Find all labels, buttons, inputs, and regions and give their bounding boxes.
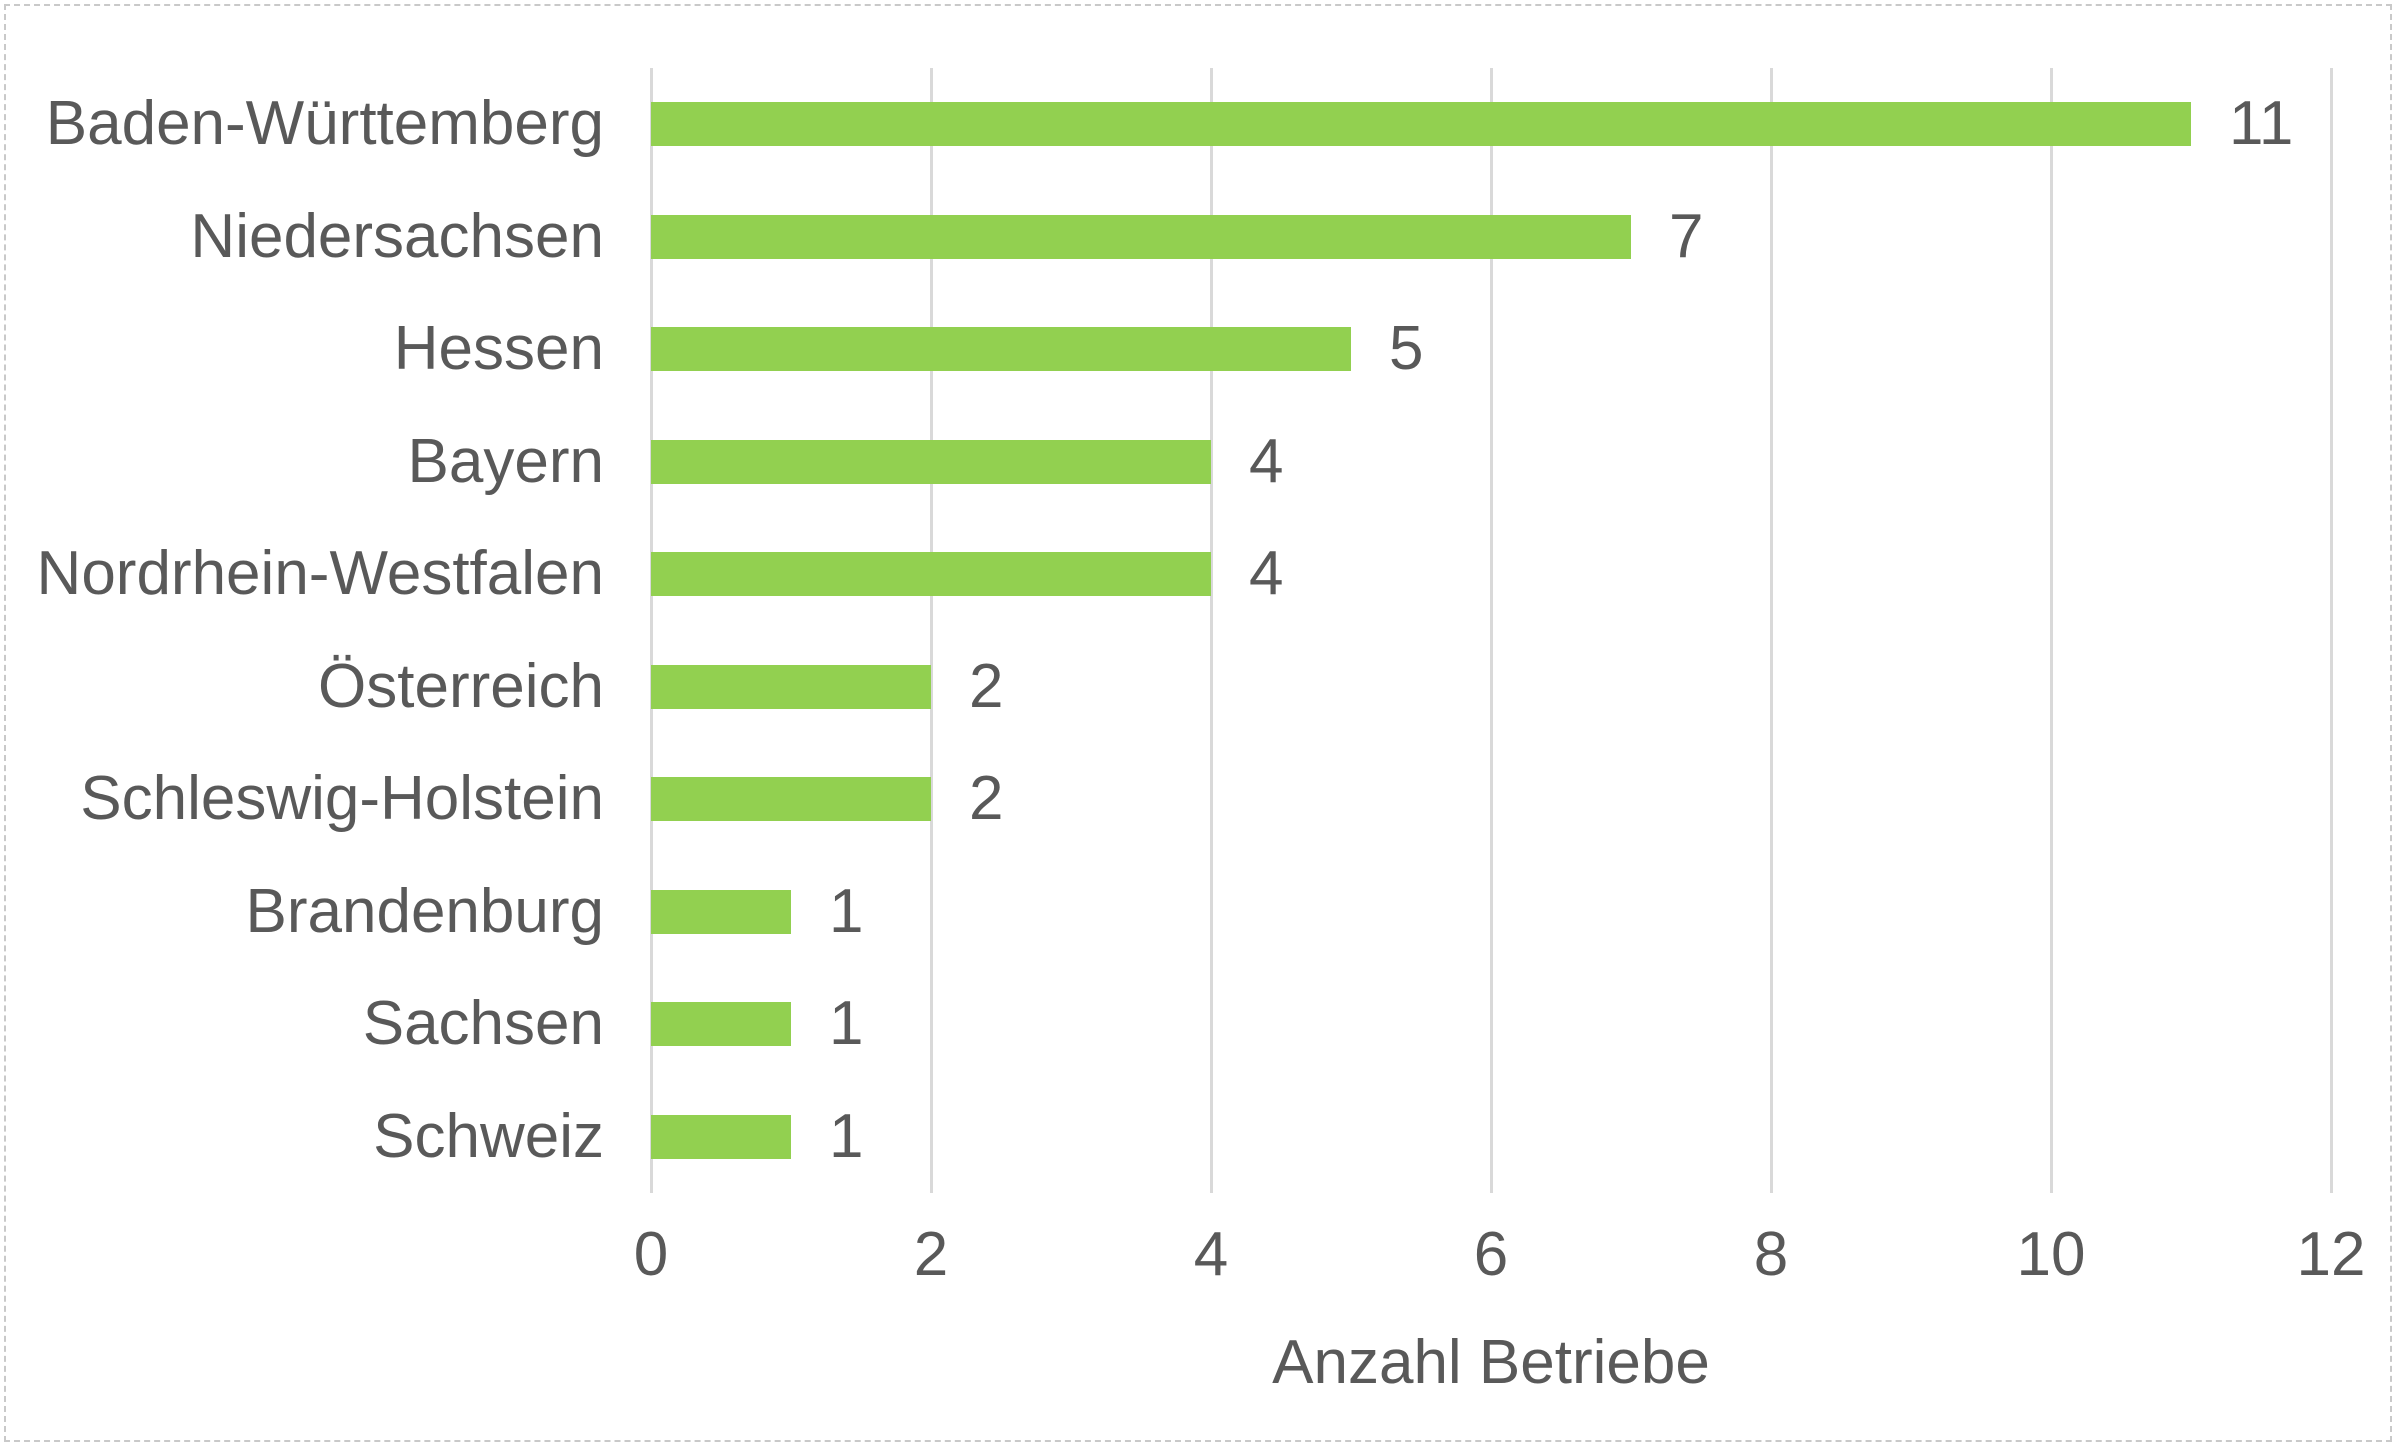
chart-area: 11 7 5 4 4 2 2 1 1 1 Baden-Württemberg Niedersachs…: [4, 4, 2392, 1442]
bar: [651, 214, 1631, 259]
category-label: Baden-Württemberg: [45, 89, 604, 159]
bar-value-label: 5: [1389, 314, 1424, 384]
category-label: Schleswig-Holstein: [80, 764, 604, 834]
category-label: Österreich: [318, 651, 604, 721]
bar: [651, 552, 1211, 597]
x-tick-label: 8: [1753, 1220, 1789, 1289]
gridline-x-6: [1489, 68, 1493, 1193]
gridline-x-8: [1769, 68, 1773, 1193]
bar-value-label: 7: [1669, 201, 1704, 271]
bar-value-label: 2: [969, 764, 1004, 834]
x-tick-label: 2: [913, 1220, 949, 1289]
x-axis-title: Anzahl Betriebe: [1272, 1328, 1710, 1397]
bar: [651, 327, 1351, 372]
plot-area: 11 7 5 4 4 2 2 1 1 1: [650, 68, 2333, 1193]
bar: [651, 1114, 791, 1159]
bar: [651, 889, 791, 934]
category-label: Hessen: [393, 314, 604, 384]
bar: [651, 1002, 791, 1047]
category-axis-line: [650, 68, 653, 1193]
bar: [651, 439, 1211, 484]
bar-value-label: 4: [1249, 539, 1284, 609]
category-label: Bayern: [407, 426, 604, 496]
bar-value-label: 11: [2229, 89, 2294, 159]
bar-value-label: 2: [969, 651, 1004, 721]
category-label: Niedersachsen: [190, 201, 604, 271]
bar: [651, 664, 931, 709]
x-tick-label: 10: [2016, 1220, 2086, 1289]
category-label: Schweiz: [373, 1101, 604, 1171]
x-tick-label: 12: [2296, 1220, 2366, 1289]
bar: [651, 102, 2191, 147]
category-label: Brandenburg: [245, 876, 605, 946]
x-tick-label: 4: [1193, 1220, 1229, 1289]
bar: [651, 777, 931, 822]
bar-value-label: 1: [829, 989, 864, 1059]
gridline-x-4: [1209, 68, 1213, 1193]
x-tick-label: 6: [1473, 1220, 1509, 1289]
gridline-x-12: [2329, 68, 2333, 1193]
category-label: Sachsen: [362, 989, 604, 1059]
category-label: Nordrhein-Westfalen: [36, 539, 604, 609]
bar-value-label: 1: [829, 1101, 864, 1171]
gridline-x-10: [2049, 68, 2053, 1193]
x-tick-label: 0: [633, 1220, 669, 1289]
bar-value-label: 1: [829, 876, 864, 946]
gridline-x-2: [929, 68, 933, 1193]
bar-value-label: 4: [1249, 426, 1284, 496]
